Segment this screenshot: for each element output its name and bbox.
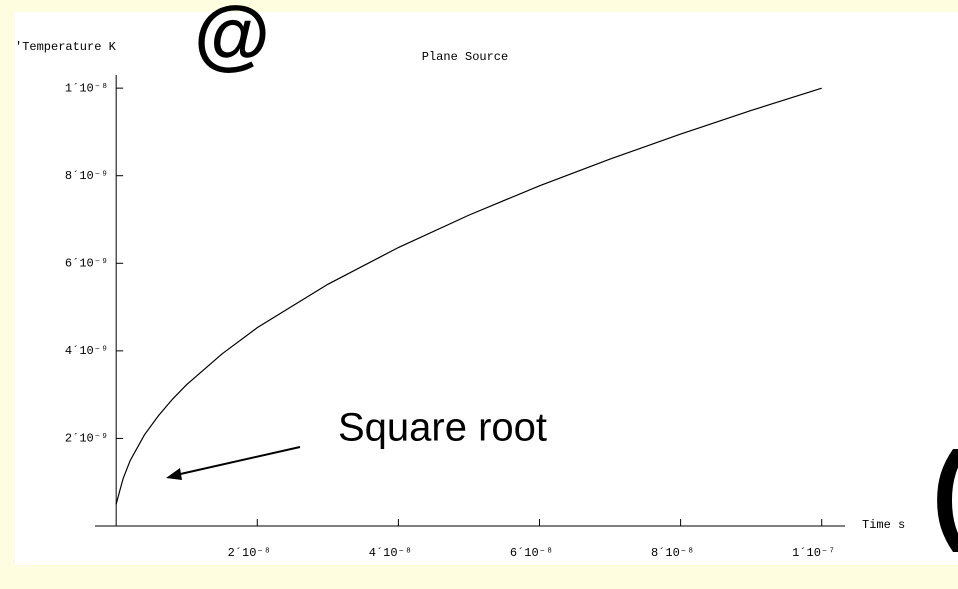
y-tick-label: 2´10⁻⁹ [65,432,108,446]
glyph: @ [194,0,270,78]
chart-title: Plane Source [422,50,508,64]
glyph: ( [932,430,958,553]
y-tick-label: 1´10⁻⁸ [65,81,108,95]
arrow-head [166,468,182,480]
x-axis-label: Time s [862,518,905,532]
y-tick-label: 8´10⁻⁹ [65,169,108,183]
line-series [115,87,822,505]
y-tick-label: 4´10⁻⁹ [65,344,108,358]
plot-background [15,12,958,565]
y-axis-label: 'Temperature K [15,40,117,54]
x-tick-label: 6´10⁻⁸ [510,546,553,560]
y-tick-label: 6´10⁻⁹ [65,256,108,270]
annotation-arrow [175,446,301,476]
x-tick-label: 2´10⁻⁸ [228,546,271,560]
x-tick-label: 1´10⁻⁷ [792,546,835,560]
x-tick-label: 4´10⁻⁸ [369,546,412,560]
annotation: Square root [338,406,547,450]
x-tick-label: 8´10⁻⁸ [651,546,694,560]
